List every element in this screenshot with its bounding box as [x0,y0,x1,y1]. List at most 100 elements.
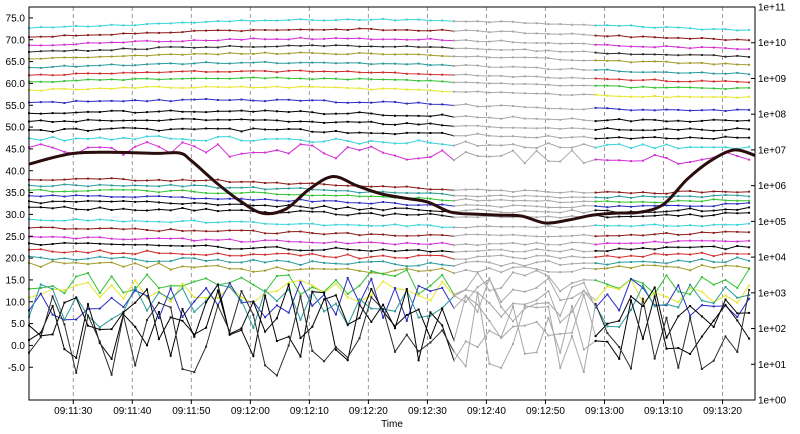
series-marker [87,129,89,132]
series-marker [547,160,550,163]
series-marker [323,268,326,270]
series-marker [75,25,78,27]
series-marker [417,62,420,65]
series-marker [63,73,66,76]
series-marker [216,53,219,56]
series-marker [559,146,562,149]
series-marker [582,267,585,270]
series-marker [98,100,101,103]
series-line [595,127,750,132]
series-marker [252,326,255,329]
series-marker [712,239,715,242]
series-marker [75,127,78,130]
series-marker [146,135,148,138]
series-marker [216,127,219,130]
series-marker [323,233,326,236]
series-marker [323,199,326,202]
series-marker [358,298,361,301]
series-marker [689,80,692,83]
series-marker [264,109,267,112]
series-marker [512,302,514,305]
series-marker [677,54,680,57]
series-marker [641,215,644,218]
series-marker [110,252,113,255]
series-marker [700,54,703,56]
series-marker [689,37,692,40]
series-marker [146,243,148,246]
series-marker [311,111,314,114]
series-marker [193,333,196,336]
left-tick-label: 60.0 [6,79,26,90]
band-series-11 [28,109,751,123]
series-marker [464,73,467,76]
series-marker [193,190,196,193]
series-marker [287,183,290,186]
series-marker [641,282,644,285]
series-marker [346,356,349,359]
series-marker [370,270,373,272]
series-marker [205,98,208,100]
series-marker [594,137,597,140]
series-marker [665,274,668,277]
left-tick-label: 15.0 [6,275,26,286]
series-marker [606,250,609,253]
series-marker [169,45,172,48]
series-marker [39,265,42,268]
series-marker [334,294,337,297]
series-marker [653,264,656,267]
series-marker [677,199,680,202]
series-marker [618,85,621,88]
series-marker [39,219,42,222]
series-marker [476,116,479,119]
series-marker [500,194,503,197]
series-marker [193,52,196,55]
series-marker [571,310,573,313]
series-marker [405,158,408,161]
series-marker [571,215,573,217]
series-marker [205,221,208,224]
series-marker [689,190,692,192]
series-marker [488,116,491,119]
series-marker [134,40,137,43]
series-marker [122,64,125,67]
series-marker [311,260,314,263]
series-marker [453,258,455,260]
series-marker [582,59,585,62]
series-marker [287,252,290,255]
series-marker [559,33,562,36]
series-marker [500,30,503,33]
series-marker [641,53,644,56]
series-marker [122,306,125,308]
series-marker [87,324,89,327]
series-marker [618,256,621,259]
series-marker [299,279,302,282]
series-line [595,34,750,41]
series-marker [712,80,715,83]
series-marker [512,241,514,244]
series-marker [618,265,621,268]
series-marker [618,136,621,139]
series-marker [665,127,668,130]
series-marker [618,34,621,37]
series-marker [417,208,420,211]
series-marker [724,252,727,255]
series-marker [311,232,314,235]
series-marker [228,155,231,158]
series-marker [523,324,526,327]
series-marker [606,119,609,122]
series-marker [169,22,172,25]
series-marker [417,123,420,126]
series-marker [512,211,514,214]
series-marker [75,120,78,123]
series-marker [228,261,231,264]
series-marker [169,252,172,255]
series-marker [157,31,160,34]
series-marker [240,52,243,55]
band-series-4 [28,44,751,58]
series-marker [535,149,538,152]
series-marker [571,23,573,26]
series-marker [429,64,432,67]
series-marker [417,294,420,297]
series-marker [346,189,349,192]
right-tick-label: 1e+07 [758,145,787,156]
